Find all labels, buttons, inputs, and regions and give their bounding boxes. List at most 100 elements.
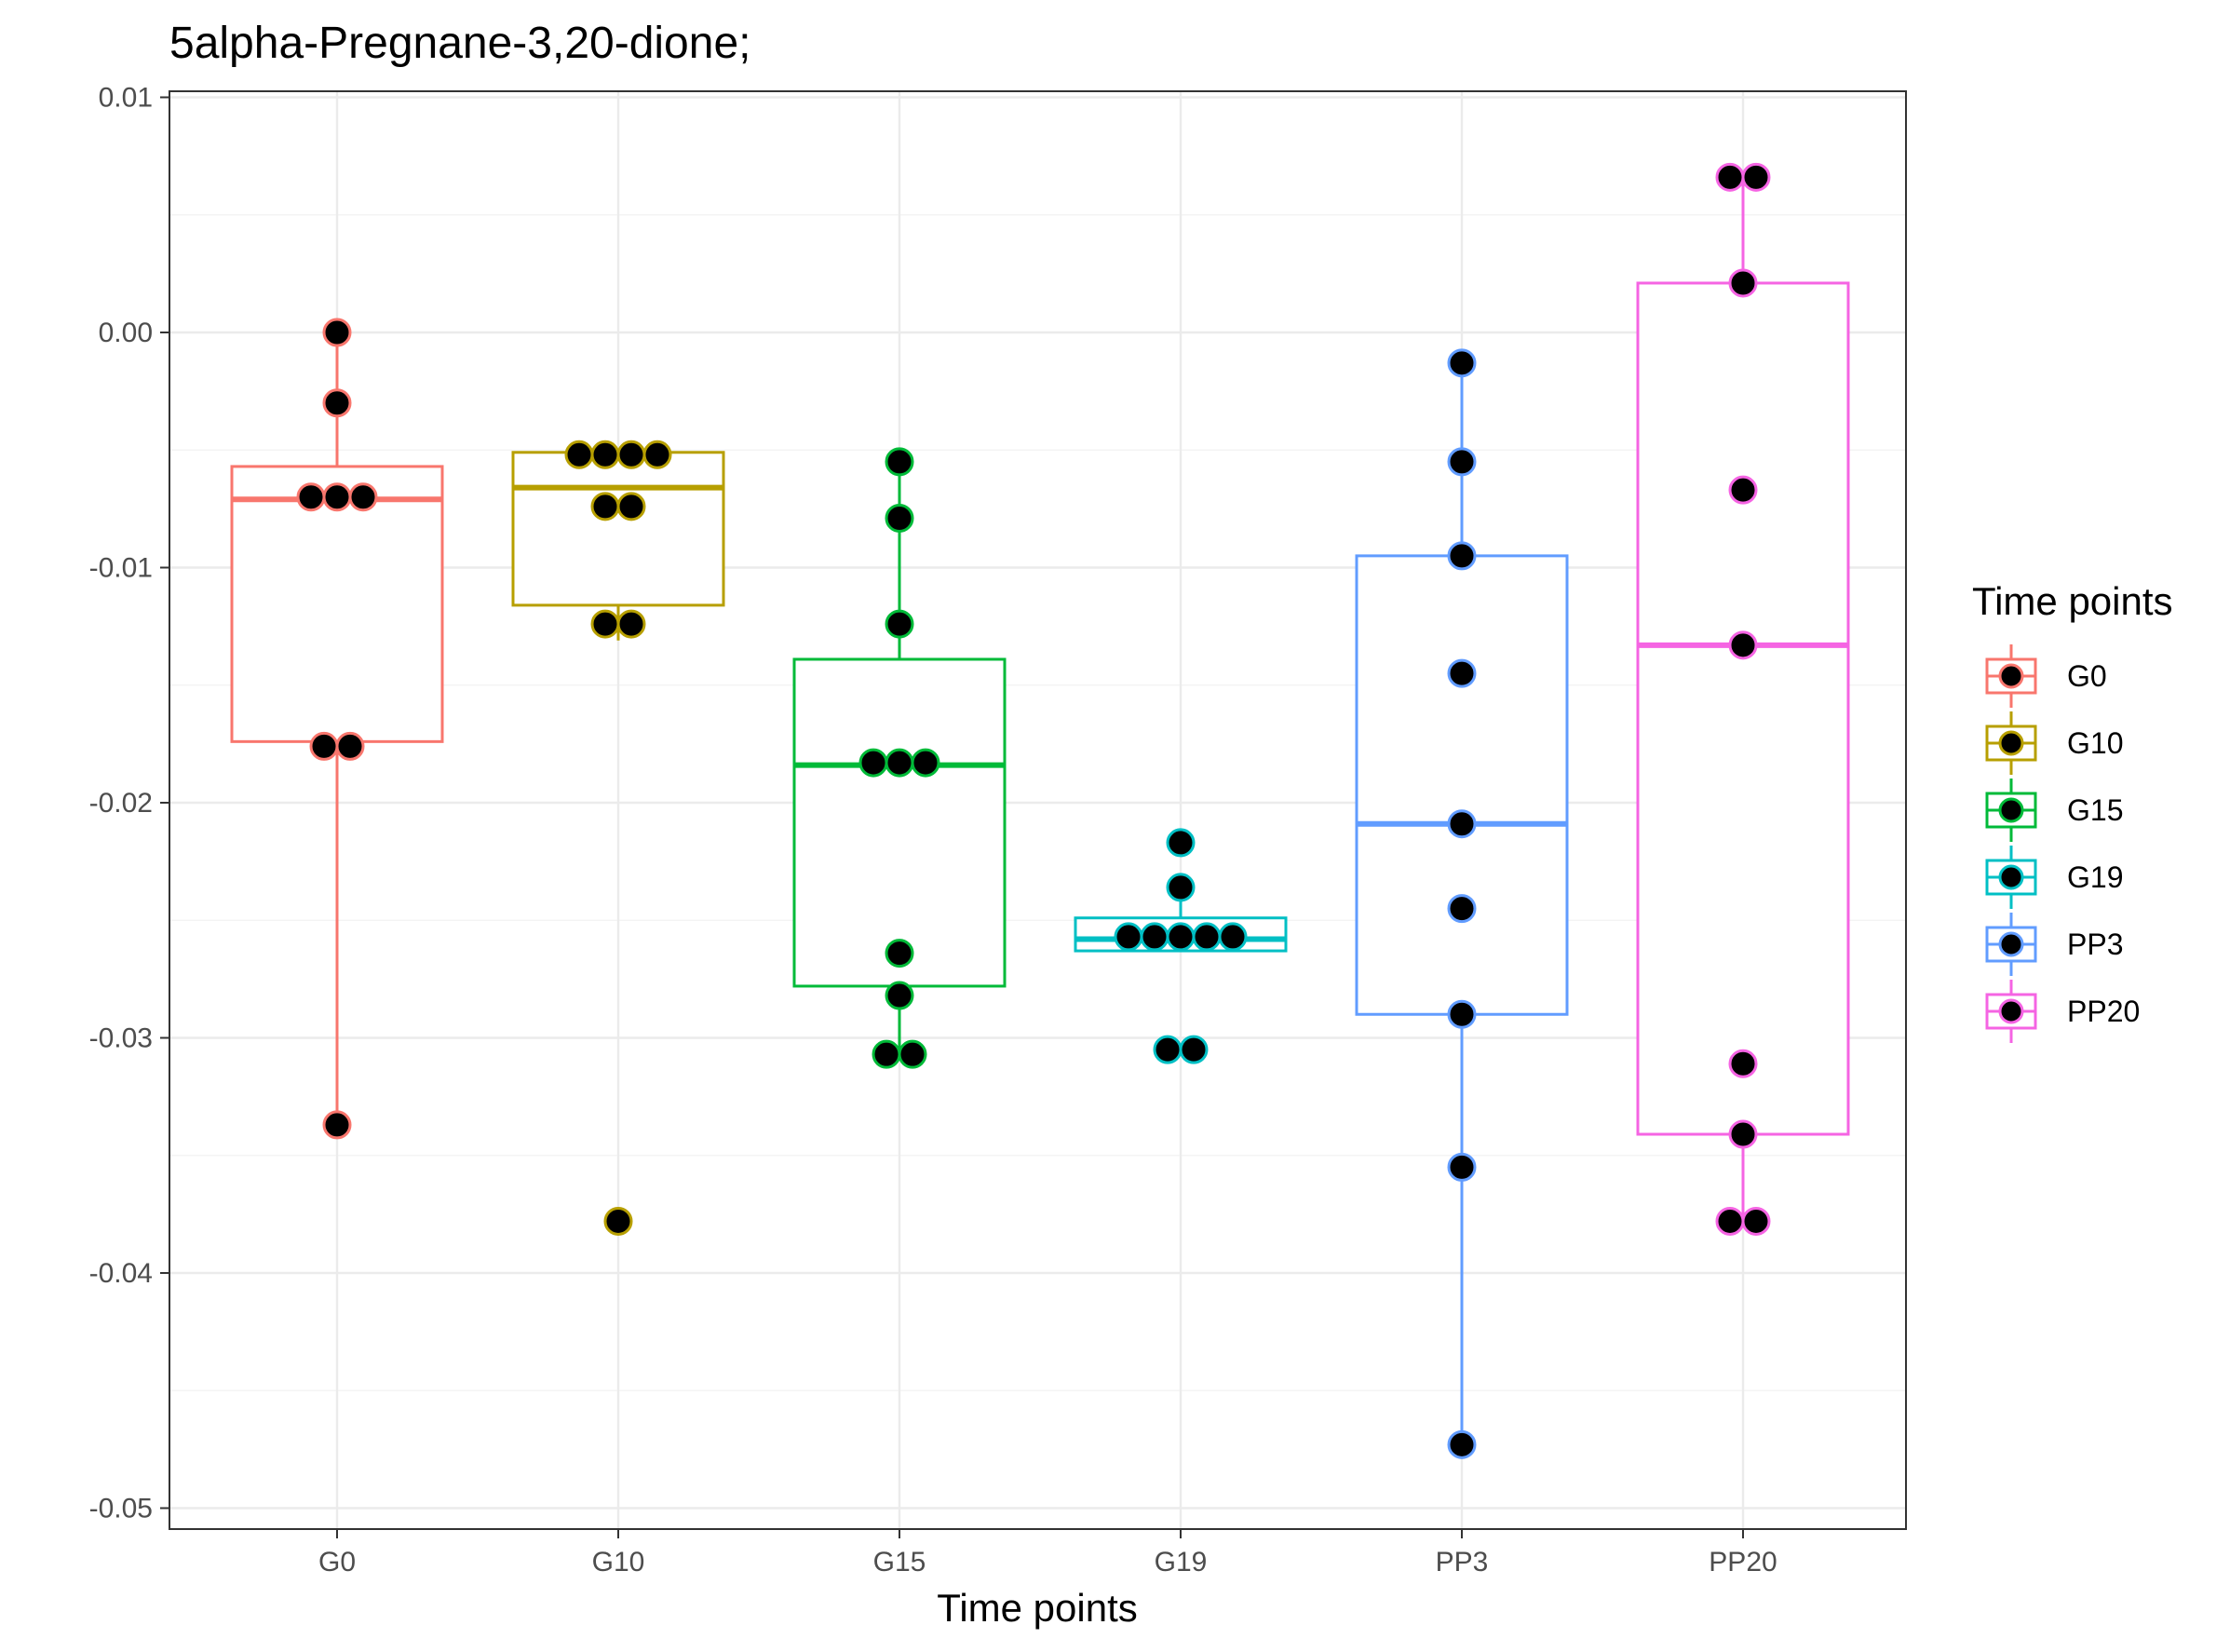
- x-tick-label: G15: [873, 1547, 926, 1578]
- data-point: [858, 748, 888, 778]
- data-point: [1728, 268, 1758, 298]
- x-tick-label: PP3: [1436, 1547, 1489, 1578]
- data-point: [1447, 1429, 1477, 1459]
- data-point: [885, 939, 914, 968]
- data-point: [564, 440, 594, 469]
- y-tick-label: 0.01: [99, 83, 153, 114]
- data-point: [1728, 475, 1758, 505]
- data-point: [1114, 922, 1143, 952]
- data-point: [322, 388, 352, 418]
- x-axis-title: Time points: [937, 1586, 1138, 1630]
- legend-key-dot: [1998, 797, 2024, 823]
- y-tick-label: -0.03: [89, 1023, 153, 1054]
- data-point: [1447, 999, 1477, 1029]
- legend-key-G15: [1985, 779, 2037, 842]
- data-point: [911, 748, 940, 778]
- legend-key-dot: [1998, 998, 2024, 1024]
- box-PP3: [1355, 554, 1569, 1016]
- data-point: [616, 440, 646, 469]
- y-tick-label: -0.05: [89, 1494, 153, 1524]
- data-point: [885, 447, 914, 477]
- legend-title: Time points: [1972, 579, 2173, 623]
- data-point: [348, 482, 378, 512]
- y-tick-label: -0.01: [89, 553, 153, 584]
- legend-label-G15: G15: [2067, 793, 2123, 827]
- data-point: [1741, 162, 1771, 192]
- data-point: [1140, 922, 1169, 952]
- data-point: [642, 440, 672, 469]
- data-points: [296, 162, 1771, 1459]
- y-tick-label: 0.00: [99, 318, 153, 348]
- data-point: [1447, 809, 1477, 839]
- data-point: [590, 492, 620, 521]
- data-point: [1715, 162, 1745, 192]
- data-point: [885, 503, 914, 533]
- legend-key-PP3: [1985, 913, 2037, 976]
- data-point: [1153, 1035, 1183, 1064]
- y-tick-label: -0.04: [89, 1258, 153, 1289]
- data-point: [590, 440, 620, 469]
- data-point: [616, 492, 646, 521]
- data-point: [885, 981, 914, 1010]
- legend-label-PP3: PP3: [2067, 928, 2123, 961]
- data-point: [1447, 348, 1477, 378]
- data-point: [1447, 541, 1477, 571]
- data-point: [1728, 1049, 1758, 1078]
- legend-key-PP20: [1985, 980, 2037, 1043]
- chart-title: 5alpha-Pregnane-3,20-dione;: [169, 19, 750, 68]
- box-PP20: [1636, 281, 1850, 1136]
- legend-label-G10: G10: [2067, 726, 2123, 760]
- box-G15: [792, 657, 1007, 988]
- legend-key-dot: [1998, 864, 2024, 890]
- data-point: [322, 1110, 352, 1140]
- legend-label-G0: G0: [2067, 659, 2107, 693]
- data-point: [1447, 894, 1477, 924]
- legend-key-dot: [1998, 730, 2024, 756]
- data-point: [1192, 922, 1222, 952]
- data-point: [1218, 922, 1248, 952]
- data-point: [296, 482, 326, 512]
- legend-key-G0: [1985, 644, 2037, 708]
- legend: Time points G0 G10 G15 G19 PP3 PP20: [1972, 579, 2173, 1043]
- data-point: [898, 1039, 927, 1069]
- plot-panel-border: [169, 90, 1907, 1530]
- data-point: [885, 609, 914, 639]
- x-tick-label: G10: [592, 1547, 645, 1578]
- x-tick-label: G19: [1155, 1547, 1208, 1578]
- data-point: [335, 731, 365, 761]
- data-point: [1447, 447, 1477, 477]
- box-G0: [230, 465, 444, 743]
- data-point: [1179, 1035, 1209, 1064]
- data-point: [885, 748, 914, 778]
- data-point: [872, 1039, 901, 1069]
- data-point: [1447, 1152, 1477, 1182]
- data-point: [590, 609, 620, 639]
- legend-label-G19: G19: [2067, 860, 2123, 894]
- data-point: [1166, 922, 1196, 952]
- y-tick-label: -0.02: [89, 788, 153, 819]
- legend-key-dot: [1998, 663, 2024, 689]
- legend-label-PP20: PP20: [2067, 995, 2140, 1028]
- data-point: [1715, 1206, 1745, 1236]
- legend-key-dot: [1998, 931, 2024, 957]
- legend-key-G19: [1985, 846, 2037, 909]
- box-G10: [511, 451, 725, 607]
- data-point: [1728, 630, 1758, 660]
- data-point: [603, 1206, 633, 1236]
- data-point: [309, 731, 339, 761]
- legend-key-G10: [1985, 711, 2037, 775]
- data-point: [322, 318, 352, 347]
- data-point: [616, 609, 646, 639]
- x-tick-label: PP20: [1709, 1547, 1777, 1578]
- data-point: [1728, 1119, 1758, 1149]
- data-point: [1741, 1206, 1771, 1236]
- data-point: [322, 482, 352, 512]
- x-tick-label: G0: [318, 1547, 356, 1578]
- axes: 0.01 0.00 -0.01 -0.02 -0.03 -0.04 -0.05 G0 G10 G1…: [89, 83, 1777, 1578]
- data-point: [1166, 873, 1196, 902]
- boxes: [230, 177, 1850, 1445]
- data-point: [1166, 828, 1196, 858]
- data-point: [1447, 658, 1477, 688]
